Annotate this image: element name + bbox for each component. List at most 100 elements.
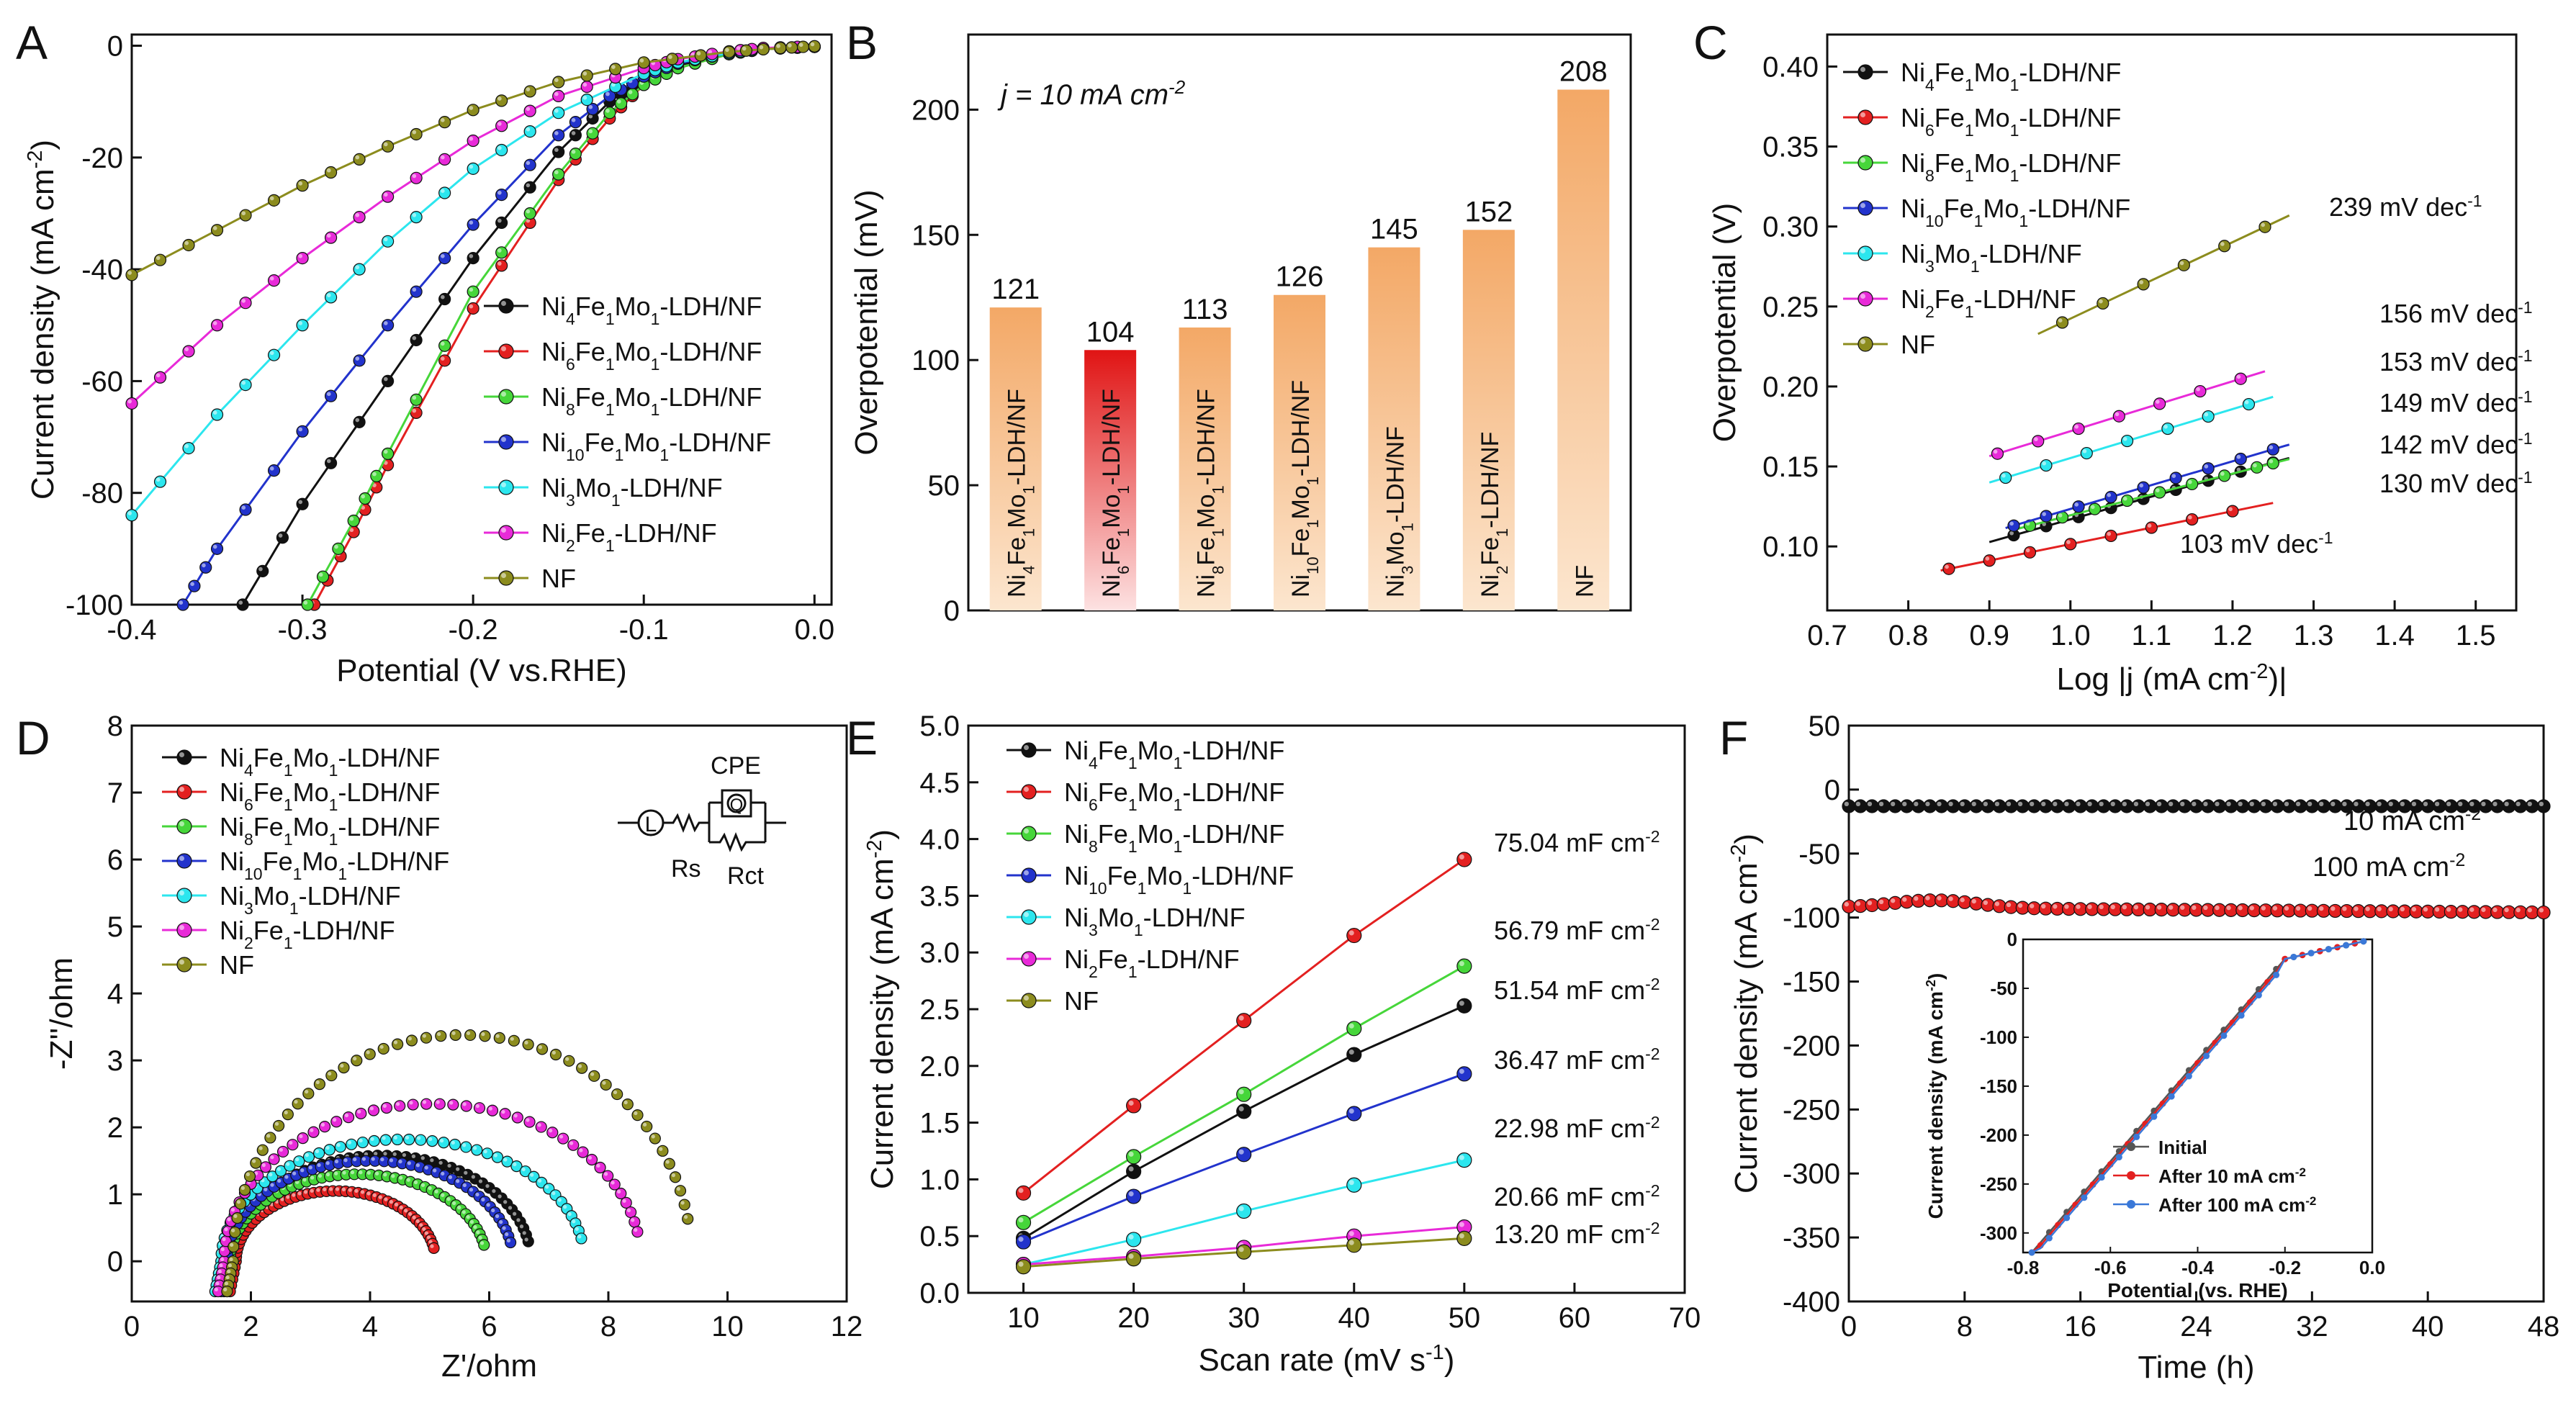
legend-marker (1021, 951, 1037, 967)
point-highlight (462, 1183, 467, 1188)
point-highlight (2034, 437, 2038, 441)
point-highlight (1348, 1050, 1354, 1055)
point-highlight (279, 1147, 284, 1152)
data-point (528, 1170, 540, 1183)
point-highlight (503, 1200, 508, 1204)
point-highlight (231, 1228, 235, 1232)
legend-marker (498, 343, 514, 359)
data-point (356, 1136, 369, 1149)
point-highlight (230, 1207, 235, 1212)
legend-marker (498, 525, 514, 541)
data-point (1126, 1251, 1142, 1267)
data-point (2131, 902, 2145, 917)
point-highlight (277, 1178, 282, 1183)
point-highlight (409, 1101, 413, 1105)
point-highlight (485, 1184, 490, 1188)
point-highlight (212, 321, 217, 325)
data-point (210, 224, 224, 237)
point-highlight (383, 1152, 387, 1156)
point-highlight (355, 356, 360, 361)
point-highlight (473, 1224, 477, 1229)
point-highlight (2388, 801, 2393, 806)
point-highlight (434, 1189, 438, 1193)
point-highlight (2261, 222, 2265, 227)
inset-point (2238, 1012, 2245, 1019)
data-point (2409, 904, 2423, 919)
point-highlight (225, 1276, 230, 1280)
data-point (2145, 521, 2158, 534)
inset-legend-marker (2127, 1142, 2135, 1151)
point-highlight (1348, 1108, 1354, 1114)
data-point (464, 1029, 477, 1042)
legend-entry: Ni10Fe1Mo1-LDH/NF (484, 428, 771, 464)
data-point (2490, 905, 2505, 919)
data-point (273, 1119, 285, 1132)
point-highlight (680, 1201, 685, 1205)
data-point (153, 371, 167, 384)
point-highlight (2203, 905, 2208, 911)
point-highlight (545, 1185, 549, 1189)
point-highlight (1128, 1191, 1134, 1197)
data-point (268, 1153, 280, 1165)
data-point (467, 162, 479, 175)
legend-entry: Ni6Fe1Mo1-LDH/NF (1843, 103, 2121, 140)
capacitance-label: 20.66 mF cm-2 (1494, 1181, 1660, 1211)
data-point (577, 1146, 589, 1158)
point-highlight (270, 1183, 274, 1187)
point-highlight (441, 341, 445, 346)
legend-label: Ni8Fe1Mo1-LDH/NF (1064, 819, 1284, 856)
data-point (600, 1078, 612, 1091)
data-point (2177, 799, 2192, 813)
data-point (569, 129, 582, 142)
data-point (2444, 905, 2458, 919)
data-point (447, 1098, 459, 1111)
data-point (296, 251, 309, 265)
data-point (410, 285, 423, 298)
point-highlight (308, 1165, 312, 1170)
data-point (1236, 1244, 1252, 1260)
point-highlight (407, 1211, 413, 1217)
point-highlight (2330, 906, 2336, 911)
y-tick-label: 0 (107, 1246, 123, 1278)
data-point (1946, 799, 1960, 813)
data-point (1958, 895, 1972, 909)
data-point (569, 116, 582, 129)
y-tick-label: 150 (911, 220, 960, 251)
data-point (1346, 927, 1362, 944)
legend-label: Ni6Fe1Mo1-LDH/NF (1901, 103, 2121, 140)
data-point (2166, 903, 2180, 917)
point-highlight (1024, 787, 1029, 792)
data-point (2420, 799, 2435, 813)
point-highlight (651, 1134, 655, 1139)
point-highlight (424, 1231, 429, 1235)
data-point (2316, 799, 2331, 813)
data-point (2247, 903, 2261, 918)
data-point (2212, 799, 2227, 813)
inset-point (2098, 1174, 2105, 1181)
data-point (353, 211, 366, 224)
data-point (2004, 799, 2018, 813)
point-highlight (2400, 906, 2405, 912)
data-point (495, 246, 508, 259)
data-point (235, 1198, 247, 1210)
data-point (1853, 799, 1868, 813)
data-point (438, 292, 451, 306)
data-point (2194, 384, 2207, 398)
legend-label: Ni8Fe1Mo1-LDH/NF (1901, 148, 2121, 185)
data-point (495, 94, 508, 107)
point-highlight (2099, 299, 2103, 304)
data-point (523, 207, 536, 220)
data-point (239, 378, 252, 392)
data-point (1015, 1185, 1032, 1201)
x-tick-label: 60 (1559, 1302, 1591, 1334)
legend-entry: Ni4Fe1Mo1-LDH/NF (162, 743, 440, 780)
data-point (2258, 220, 2271, 233)
data-point (324, 166, 338, 179)
point-highlight (334, 1171, 338, 1175)
inset-y-label: Current density (mA cm-2) (1924, 973, 1947, 1219)
legend-entry: NF (1843, 330, 1935, 359)
point-highlight (631, 1218, 635, 1222)
data-point (511, 1111, 523, 1124)
panel-letter: D (16, 711, 50, 764)
data-point (2293, 799, 2307, 813)
